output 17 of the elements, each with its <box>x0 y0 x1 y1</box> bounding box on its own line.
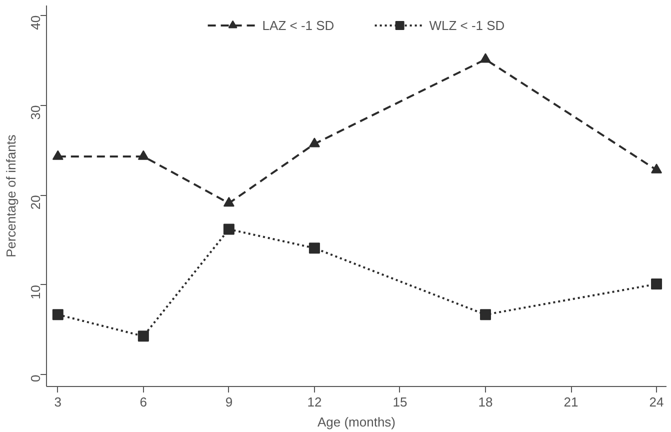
x-tick-label: 6 <box>140 394 148 410</box>
legend-label: WLZ < -1 SD <box>429 18 505 32</box>
x-tick-label: 18 <box>478 394 493 410</box>
y-tick-label: 30 <box>28 105 43 120</box>
x-tick-label: 15 <box>392 394 408 410</box>
y-tick-label: 40 <box>28 15 43 30</box>
y-axis-title: Percentage of infants <box>4 134 18 258</box>
legend-label: LAZ < -1 SD <box>262 18 334 32</box>
x-tick-label: 9 <box>225 394 233 410</box>
y-tick-label: 20 <box>28 195 43 210</box>
y-tick-label: 0 <box>28 374 43 382</box>
x-tick-label: 21 <box>564 394 578 410</box>
x-tick-label: 24 <box>649 394 664 410</box>
x-tick-label: 12 <box>307 394 322 410</box>
x-tick-label: 3 <box>54 394 62 410</box>
x-axis-title: Age (months) <box>317 414 396 430</box>
y-tick-label: 10 <box>28 284 43 300</box>
